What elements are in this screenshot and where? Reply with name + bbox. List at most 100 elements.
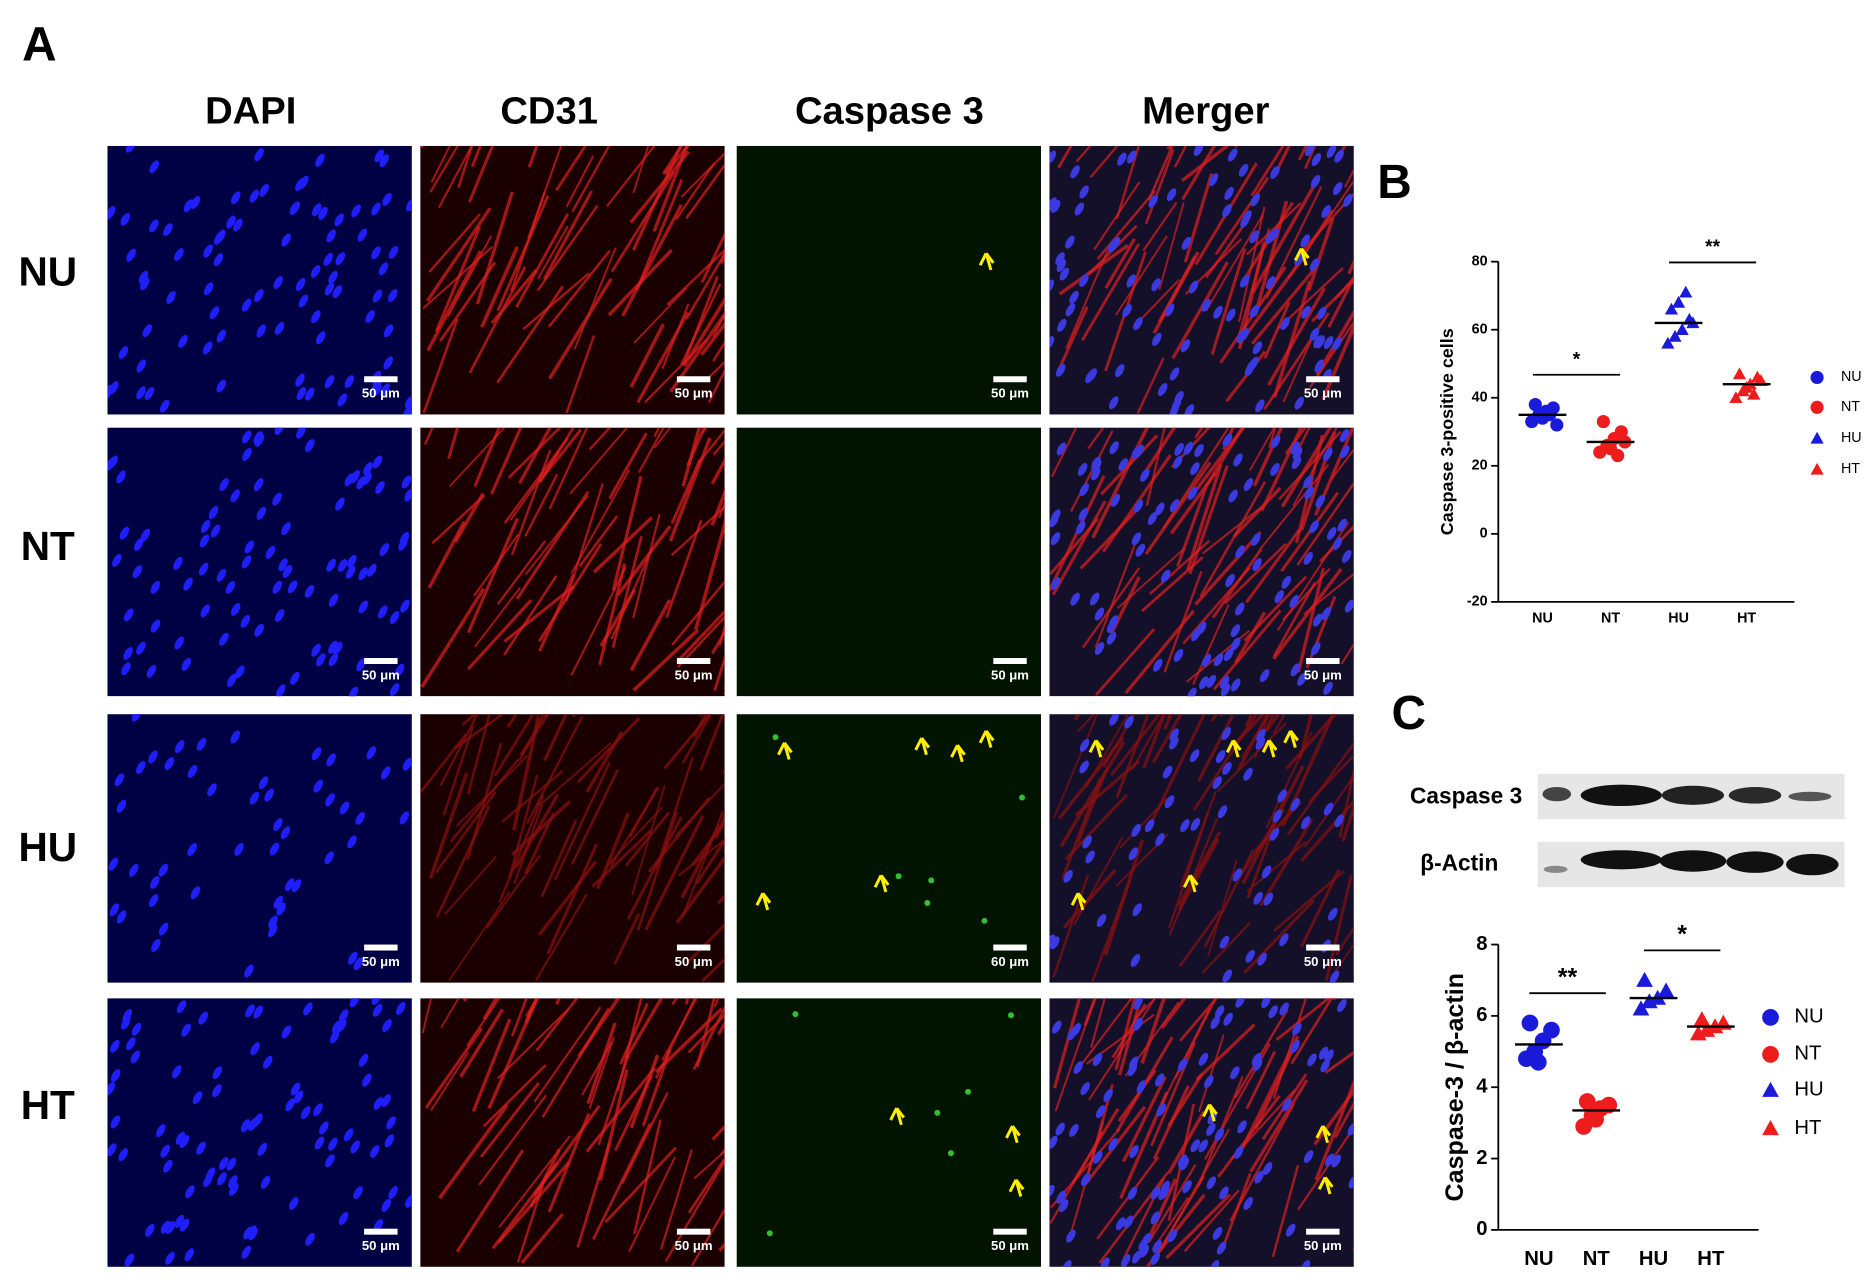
fiber (1204, 217, 1250, 279)
fiber (1094, 628, 1156, 696)
nucleus (313, 779, 323, 793)
fiber (1096, 1156, 1160, 1240)
green-dot (924, 899, 931, 906)
fiber (496, 1008, 570, 1080)
fiber (538, 742, 612, 806)
fiber (1214, 176, 1270, 256)
nucleus (1250, 193, 1261, 207)
nucleus (184, 1248, 195, 1262)
fiber (681, 811, 724, 918)
fiber (718, 500, 725, 518)
nucleus (257, 1142, 268, 1156)
nucleus (1301, 305, 1311, 319)
nucleus (1049, 934, 1056, 948)
nucleus (358, 1053, 369, 1067)
nucleus (136, 386, 146, 400)
nucleus (311, 747, 322, 761)
fiber (1152, 1085, 1190, 1160)
nucleus (208, 506, 219, 519)
nucleus (240, 1119, 251, 1133)
fiber (632, 513, 661, 619)
fiber (535, 998, 579, 1052)
band (1580, 850, 1662, 870)
fiber (581, 1042, 613, 1096)
nucleus (380, 766, 391, 780)
nucleus (371, 202, 381, 216)
nucleus (1323, 447, 1333, 461)
fiber (565, 335, 596, 414)
nucleus (233, 218, 243, 232)
point (1611, 449, 1625, 463)
fiber (712, 311, 725, 338)
fiber (569, 427, 629, 495)
nucleus (247, 1225, 257, 1239)
point (1657, 982, 1675, 998)
nucleus (1324, 1049, 1334, 1063)
nucleus (1153, 658, 1163, 672)
nucleus (1050, 577, 1061, 590)
nucleus (311, 643, 321, 657)
nucleus (293, 1090, 304, 1104)
row-label: HT (21, 1082, 75, 1128)
nucleus (264, 788, 274, 802)
nucleus (326, 753, 336, 767)
fiber (482, 1064, 547, 1128)
fiber (1183, 173, 1214, 263)
fiber (1115, 145, 1140, 220)
fiber (1263, 301, 1291, 359)
nucleus (1290, 798, 1300, 811)
fiber (1245, 1050, 1277, 1110)
nucleus (1223, 648, 1234, 662)
fiber (1144, 461, 1212, 555)
nucleus (379, 543, 390, 557)
nucleus (129, 863, 139, 877)
micrograph-bg (736, 427, 1042, 697)
fiber (715, 810, 725, 839)
nucleus (1190, 462, 1200, 476)
arrow (1008, 1178, 1025, 1197)
fiber (597, 1054, 630, 1146)
nucleus (273, 276, 283, 289)
arrow (1070, 892, 1087, 911)
nucleus (350, 470, 360, 483)
fiber (420, 733, 467, 793)
point (1521, 1014, 1539, 1032)
nucleus (314, 1136, 325, 1150)
y-tick-label: 0 (1480, 526, 1488, 542)
nucleus (303, 1002, 313, 1016)
fiber (1233, 1008, 1289, 1099)
nucleus (218, 1157, 229, 1170)
nucleus (269, 842, 280, 856)
fiber (1140, 998, 1166, 1065)
fiber (438, 1104, 509, 1200)
nucleus (389, 611, 400, 624)
point (1543, 1021, 1560, 1039)
scale-bar (676, 658, 711, 664)
point (1529, 1053, 1547, 1071)
nucleus (1160, 569, 1171, 583)
fiber (1292, 427, 1338, 507)
green-dot (772, 734, 779, 741)
fiber (610, 548, 654, 640)
micrograph-bg (107, 714, 412, 983)
nucleus (1237, 1120, 1247, 1134)
nucleus (198, 562, 209, 576)
nucleus (148, 894, 159, 908)
fiber (429, 145, 459, 193)
nucleus (1344, 599, 1354, 613)
panel-label: C (1392, 687, 1426, 740)
fiber (1236, 227, 1271, 340)
fiber (585, 1067, 656, 1153)
nucleus (1209, 1260, 1220, 1267)
nucleus (1303, 551, 1313, 565)
nucleus (1219, 935, 1230, 949)
nucleus (1201, 653, 1212, 667)
nucleus (126, 1037, 136, 1051)
fiber (665, 519, 703, 618)
nucleus (178, 334, 188, 348)
fiber (1334, 275, 1354, 300)
fiber (466, 998, 501, 1047)
arrow (777, 741, 793, 760)
nucleus (280, 826, 291, 840)
micrograph-bg (107, 427, 412, 697)
